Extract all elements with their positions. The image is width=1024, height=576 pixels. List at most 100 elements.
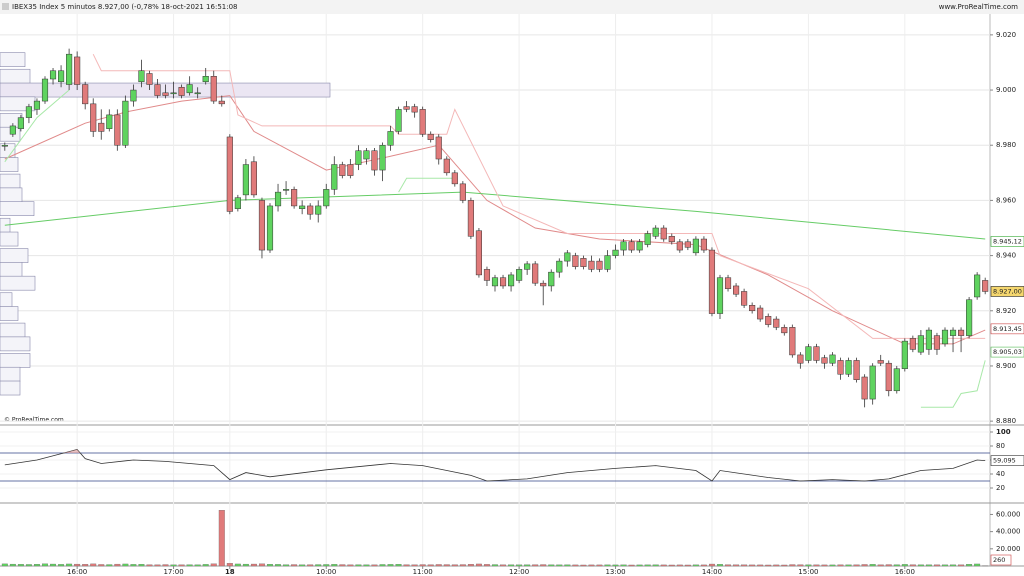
candle-body [958,329,965,336]
price-badge [990,236,1024,247]
candle-body [508,274,515,287]
volume-bar [25,564,32,567]
volume-profile-bar [0,275,36,291]
candle-body [499,277,507,287]
candle-body [877,360,884,364]
volume-bar [194,564,201,567]
volume-bar [885,564,892,567]
candle-body [146,73,153,85]
volume-profile-bar [0,173,21,189]
volume-bar [516,564,523,567]
volume-profile-bar [0,306,19,321]
y-tick-label: 80 [996,442,1005,450]
candle-body [274,191,282,207]
volume-profile-bar [0,336,31,352]
candle-body [949,329,957,336]
volume-bar [122,563,129,567]
candle-body [33,100,41,110]
y-tick-label: 8.940 [996,252,1016,260]
x-tick-label: 11:00 [413,568,433,576]
volume-bar [692,564,699,567]
volume-bar [451,564,458,567]
menu-icon[interactable] [2,3,9,10]
candle-body [548,271,555,287]
volume-profile-bar [0,68,31,84]
volume-bar [492,564,498,567]
candle-body [170,92,177,95]
candle-body [805,346,812,361]
candle-body [861,376,868,400]
candle-body [628,241,635,251]
volume-profile-bar [0,380,21,396]
header-title: IBEX35 Index 5 minutos 8.927,00 (-0,78% … [12,3,238,11]
volume-profile-bar [0,353,31,368]
volume-bar [170,564,177,567]
volume-bar [154,564,161,567]
candle-body [941,329,949,345]
candle-body [789,327,796,356]
candle-body [491,277,499,287]
volume-bar [532,564,539,567]
volume-bar [765,564,772,567]
y-tick-label: 8.880 [996,417,1016,425]
candle-body [106,114,113,129]
volume-bar [347,564,354,567]
volume-bar [114,563,121,567]
volume-bar [861,564,868,567]
candle-body [403,106,410,110]
candle-body [226,136,233,212]
candle-body [540,282,547,287]
candle-body [451,172,458,185]
header-site: www.ProRealTime.com [939,3,1018,11]
volume-bar [660,564,667,567]
candle-body [315,205,322,215]
volume-bar [917,564,924,567]
candle-body [475,230,482,276]
y-tick-label: 8.960 [996,196,1016,204]
candle-body [588,260,595,270]
candle-body [427,133,434,140]
volume-bar [299,564,306,567]
y-tick-label: 40 [996,470,1005,478]
candle-body [483,269,491,281]
volume-bar [459,564,466,567]
volume-bar [877,564,884,567]
volume-bar [242,563,249,567]
header-bar [0,0,1024,14]
volume-bar [628,564,635,567]
candle-body [644,233,651,245]
candle-body [773,318,780,328]
candle-body [516,269,523,281]
candle-body [917,335,924,353]
x-tick-label: 18 [225,568,235,576]
volume-bar [741,564,748,567]
volume-bar [789,564,796,567]
candle-body [869,365,876,400]
volume-bar [524,564,531,567]
candle-body [724,277,732,289]
candle-body [893,368,900,392]
candle-body [741,291,748,306]
candle-body [419,109,426,135]
volume-bar [234,563,241,567]
volume-bar [596,564,603,567]
volume-bar [757,564,764,567]
x-tick-label: 16:00 [67,568,87,576]
volume-bar [411,564,418,567]
volume-bar [644,564,651,567]
candle-body [347,164,354,176]
x-tick-label: 14:00 [702,568,722,576]
candle-body [250,161,257,196]
volume-bar [700,564,707,567]
volume-bar [427,564,434,567]
volume-bar [829,564,836,567]
candle-body [845,360,852,375]
volume-bar [837,564,844,567]
candle-body [596,260,603,270]
candle-body [765,316,772,325]
volume-bar [74,563,81,567]
rsi-badge [990,455,1024,466]
candle-body [885,362,892,392]
volume-bar [604,564,611,567]
